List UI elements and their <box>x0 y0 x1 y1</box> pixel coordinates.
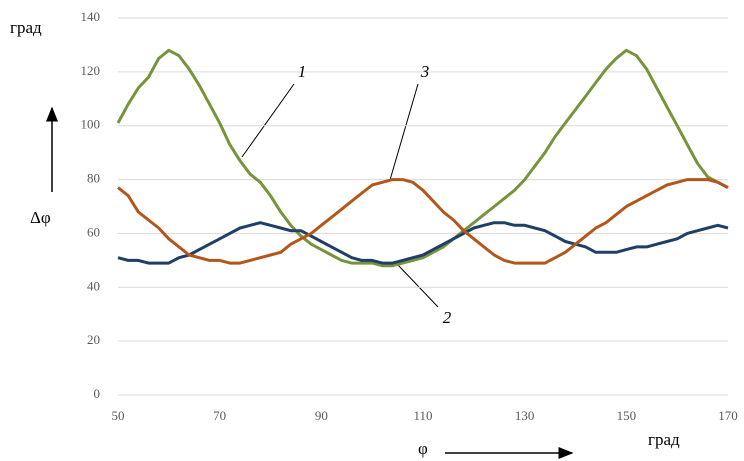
series-line <box>117 178 729 265</box>
x-tick-label: 110 <box>413 408 432 423</box>
series-line <box>117 221 729 265</box>
curve-label: 2 <box>443 308 452 327</box>
leader-line <box>389 83 419 181</box>
y-tick-label: 0 <box>94 386 101 401</box>
y-tick-label: 120 <box>81 63 101 78</box>
y-tick-label: 40 <box>87 278 100 293</box>
y-tick-label: 140 <box>81 9 101 24</box>
y-tick-label: 20 <box>87 332 100 347</box>
series-line <box>116 48 729 268</box>
leader-line <box>397 264 439 308</box>
x-tick-label: 70 <box>213 408 226 423</box>
x-tick-label: 130 <box>515 408 535 423</box>
y-axis-symbol: Δφ <box>30 208 51 227</box>
curve-label: 1 <box>298 62 307 81</box>
y-tick-label: 60 <box>87 224 100 239</box>
x-tick-label: 170 <box>718 408 738 423</box>
y-axis-unit: град <box>10 18 42 37</box>
leader-line <box>241 83 295 158</box>
y-tick-label: 100 <box>81 117 101 132</box>
x-axis-unit: град <box>648 430 680 449</box>
curve-label: 3 <box>420 62 430 81</box>
y-tick-label: 80 <box>87 171 100 186</box>
x-tick-label: 90 <box>315 408 328 423</box>
x-axis-symbol: φ <box>418 439 428 458</box>
x-tick-label: 50 <box>112 408 125 423</box>
x-tick-label: 150 <box>617 408 637 423</box>
